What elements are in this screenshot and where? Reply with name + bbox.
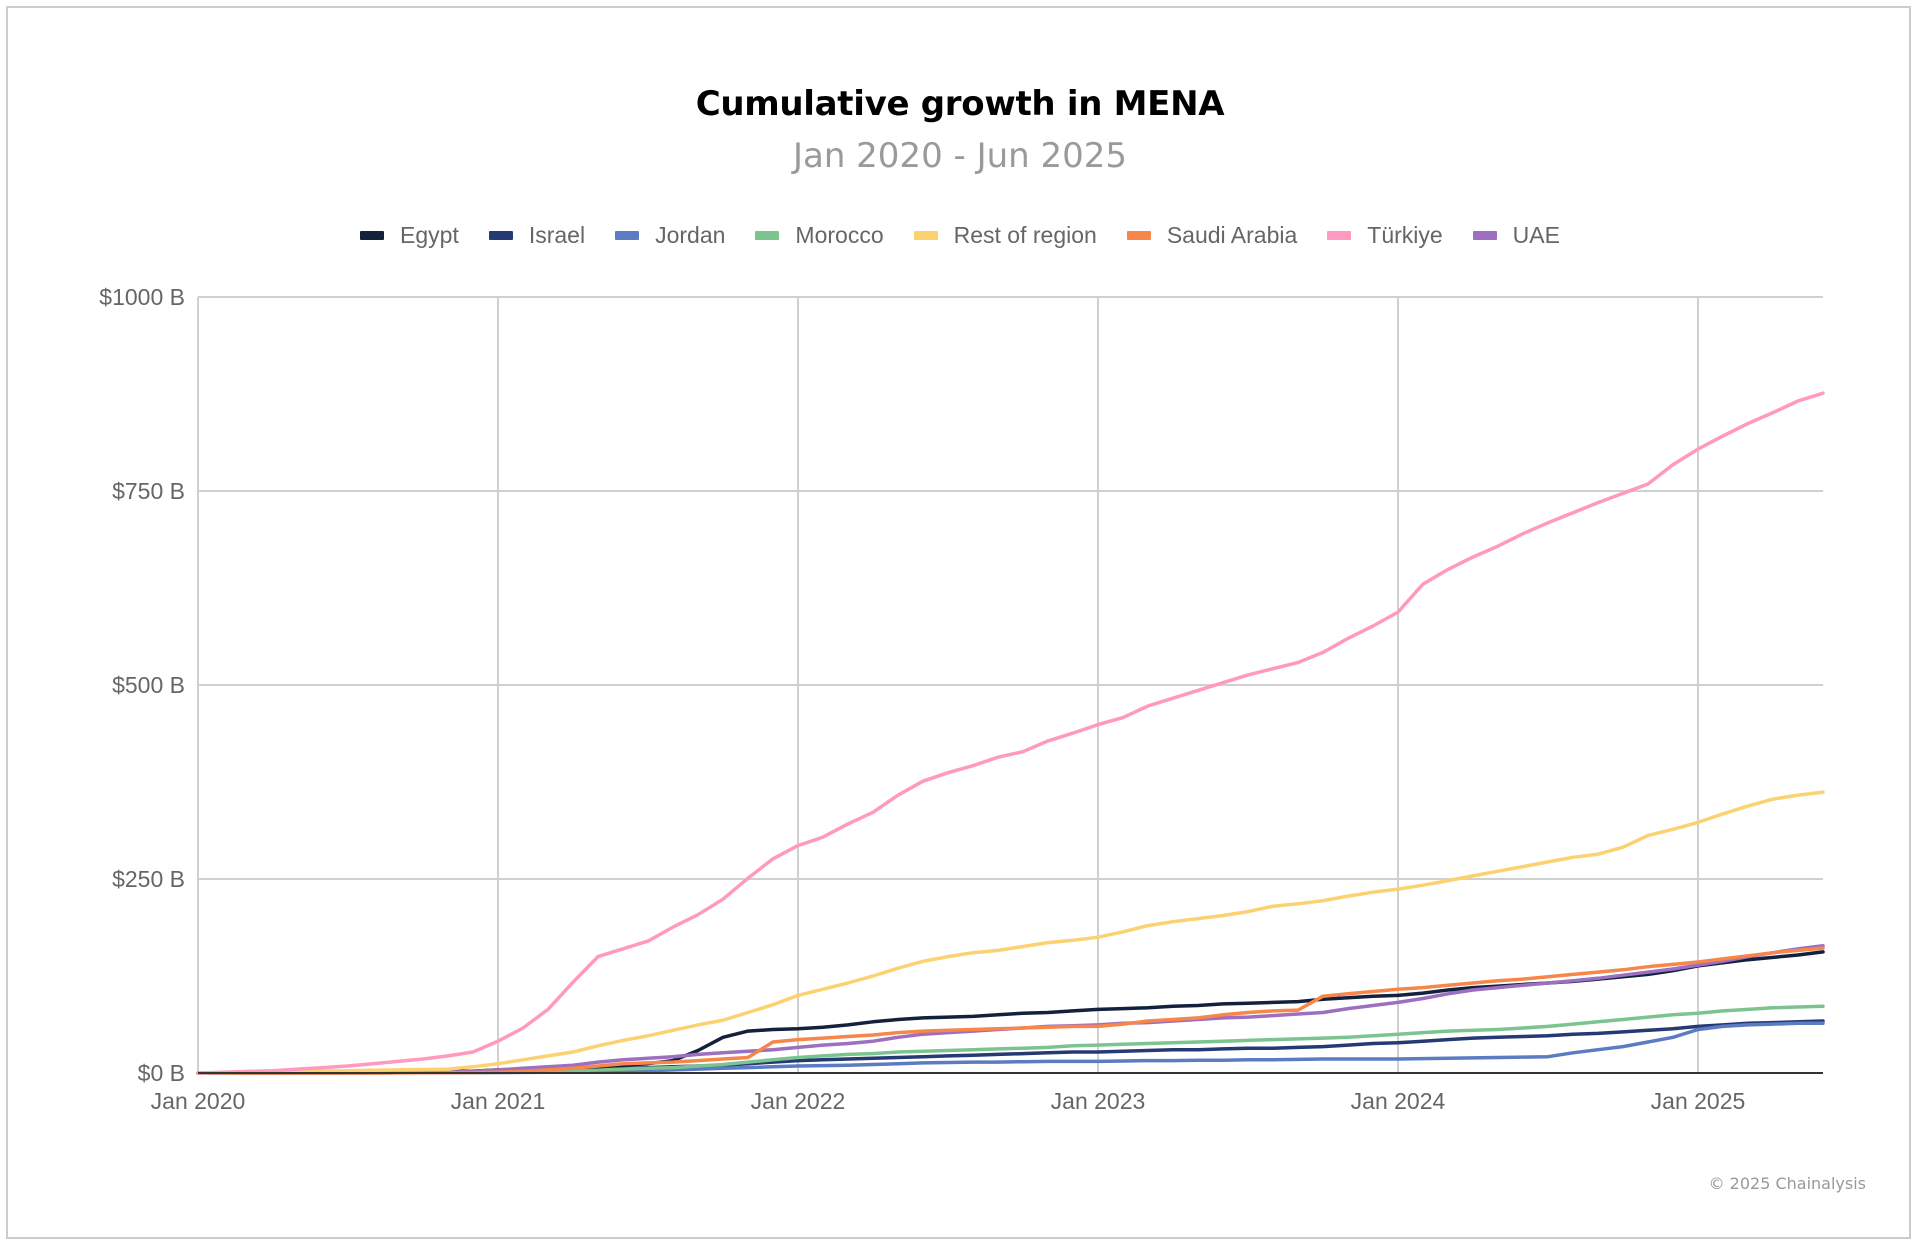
legend-label-saudi-arabia: Saudi Arabia	[1166, 222, 1298, 248]
legend-item-uae[interactable]: UAE	[1472, 222, 1560, 249]
x-tick-label: Jan 2025	[1651, 1088, 1746, 1114]
legend-label-rest-of-region: Rest of region	[953, 222, 1097, 248]
chart-title: Cumulative growth in MENA	[695, 84, 1225, 124]
legend-label-turkiye: Türkiye	[1367, 222, 1443, 248]
x-tick-label: Jan 2021	[451, 1088, 546, 1114]
legend-item-rest-of-region[interactable]: Rest of region	[913, 222, 1097, 249]
y-gridlines	[198, 296, 1823, 1074]
legend-swatch-israel	[488, 231, 513, 240]
x-gridlines	[197, 297, 1699, 1073]
legend-item-turkiye[interactable]: Türkiye	[1327, 222, 1443, 249]
series-line-t-rkiye	[196, 391, 1825, 1075]
y-axis-labels: $0 B $250 B $500 B $750 B $1000 B	[99, 284, 185, 1086]
legend-swatch-jordan	[615, 231, 640, 240]
legend-swatch-saudi-arabia	[1126, 231, 1151, 240]
legend-item-morocco[interactable]: Morocco	[755, 222, 884, 249]
y-tick-label: $1000 B	[99, 284, 185, 310]
legend-label-israel: Israel	[528, 222, 586, 248]
legend-swatch-rest-of-region	[913, 231, 938, 240]
x-axis-labels: Jan 2020 Jan 2021 Jan 2022 Jan 2023 Jan 2024…	[151, 1088, 1746, 1114]
x-tick-label: Jan 2022	[751, 1088, 846, 1114]
x-tick-label: Jan 2023	[1051, 1088, 1146, 1114]
legend-label-jordan: Jordan	[655, 222, 726, 248]
x-tick-label: Jan 2020	[151, 1088, 246, 1114]
y-tick-label: $0 B	[138, 1060, 185, 1086]
series-lines	[196, 391, 1825, 1075]
chart-legend: Egypt Israel Jordan Morocco Rest of regi…	[0, 222, 1920, 249]
y-tick-label: $250 B	[112, 866, 185, 892]
legend-swatch-uae	[1472, 231, 1497, 240]
x-tick-label: Jan 2024	[1351, 1088, 1446, 1114]
legend-swatch-egypt	[360, 231, 385, 240]
legend-item-israel[interactable]: Israel	[488, 222, 586, 249]
legend-swatch-turkiye	[1327, 231, 1352, 240]
y-tick-label: $750 B	[112, 478, 185, 504]
copyright-notice: © 2025 Chainalysis	[1708, 1174, 1866, 1193]
legend-swatch-morocco	[755, 231, 780, 240]
series-line-rest-of-region	[196, 790, 1825, 1075]
legend-label-morocco: Morocco	[795, 222, 884, 248]
legend-item-saudi-arabia[interactable]: Saudi Arabia	[1126, 222, 1298, 249]
legend-label-egypt: Egypt	[400, 222, 459, 248]
legend-label-uae: UAE	[1512, 222, 1560, 248]
chart-subtitle: Jan 2020 - Jun 2025	[792, 136, 1128, 176]
legend-item-egypt[interactable]: Egypt	[360, 222, 459, 249]
y-tick-label: $500 B	[112, 672, 185, 698]
legend-item-jordan[interactable]: Jordan	[615, 222, 725, 249]
